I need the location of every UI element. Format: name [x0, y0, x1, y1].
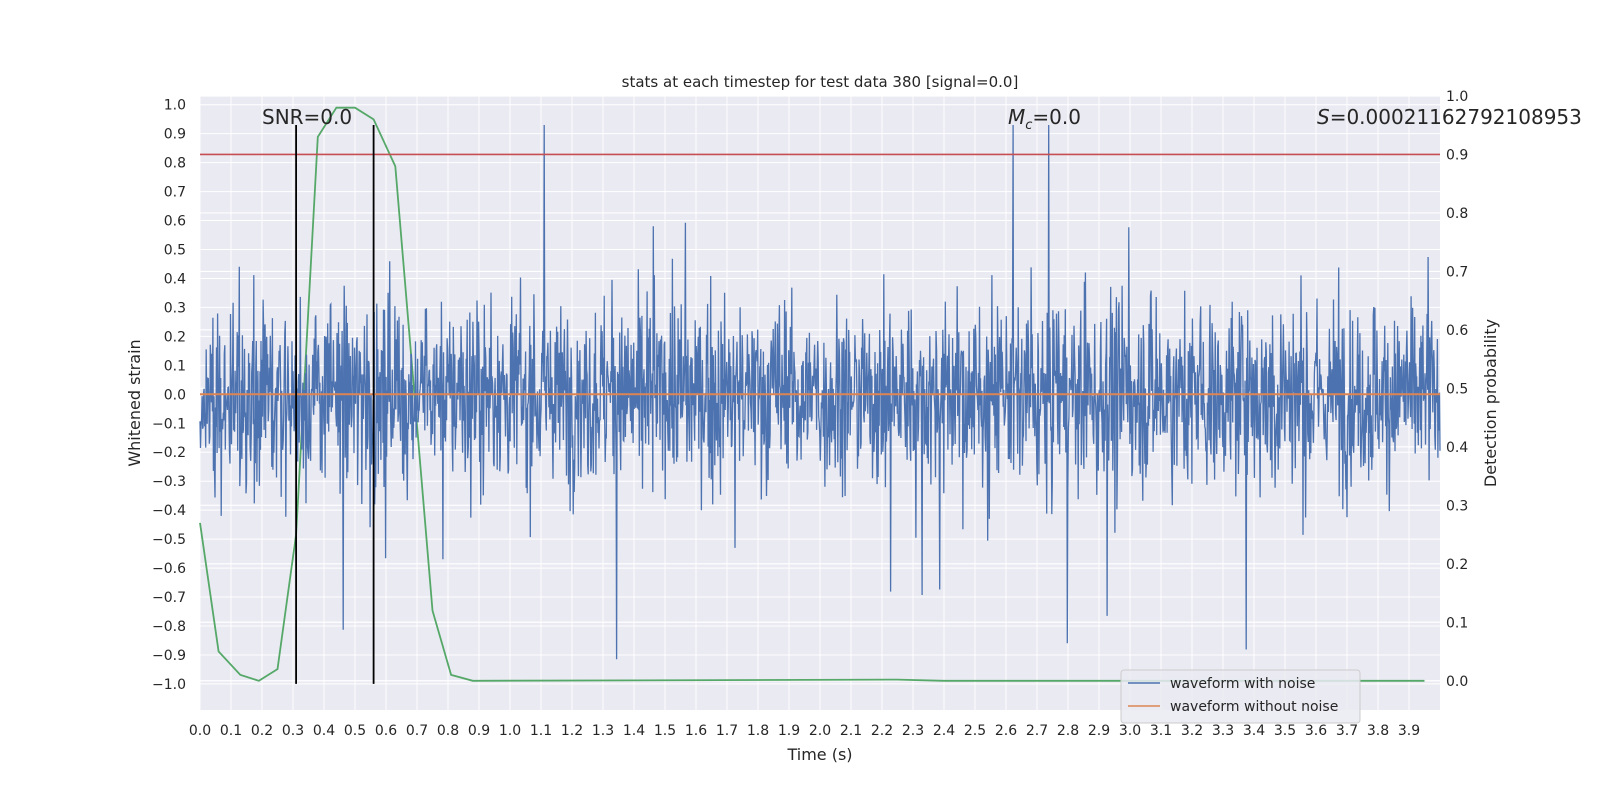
x-tick-label: 0.0	[189, 723, 211, 739]
right-y-tick-label: 0.0	[1446, 674, 1468, 690]
y-tick-label: 0.0	[164, 387, 186, 403]
chirp-mass-symbol: M	[1008, 105, 1025, 129]
right-y-tick-label: 0.2	[1446, 557, 1468, 573]
y-axis-ticks: 1.0 0.9 0.8 0.7 0.6 0.5 0.4 0.3 0.2 0.1 0.0 −0.1 −0.…	[152, 98, 186, 693]
series-detection-probability	[199, 106, 1425, 682]
x-axis-label: Time (s)	[786, 745, 852, 764]
x-tick-label: 1.2	[561, 723, 583, 739]
legend-label-without-noise: waveform without noise	[1170, 699, 1338, 715]
chirp-mass-subscript: c	[1025, 118, 1032, 133]
legend-label-with-noise: waveform with noise	[1170, 676, 1315, 692]
s-annotation: S=0.00021162792108953	[1317, 105, 1582, 129]
x-tick-label: 0.5	[344, 723, 366, 739]
y-tick-label: −0.8	[152, 619, 186, 635]
s-symbol: S	[1317, 105, 1330, 129]
overlay-layer	[200, 124, 1440, 684]
snr-annotation: SNR=0.0	[262, 105, 352, 129]
right-y-tick-label: 1.0	[1446, 89, 1468, 105]
x-tick-label: 0.1	[220, 723, 242, 739]
x-tick-label: 3.2	[1181, 723, 1203, 739]
y-tick-label: 0.7	[164, 185, 186, 201]
y-tick-label: −0.2	[152, 445, 186, 461]
x-tick-label: 2.2	[871, 723, 893, 739]
y-tick-label: −1.0	[152, 677, 186, 693]
x-tick-label: 1.6	[685, 723, 707, 739]
right-y-tick-label: 0.1	[1446, 615, 1468, 631]
y-tick-label: −0.3	[152, 474, 186, 490]
x-tick-label: 2.6	[995, 723, 1017, 739]
y-tick-label: −0.6	[152, 561, 186, 577]
x-tick-label: 1.1	[530, 723, 552, 739]
x-tick-label: 3.7	[1336, 723, 1358, 739]
detection-probability-layer	[199, 106, 1425, 682]
x-tick-label: 1.8	[747, 723, 769, 739]
chirp-mass-annotation: Mc=0.0	[1008, 105, 1081, 133]
x-tick-label: 2.0	[809, 723, 831, 739]
right-y-tick-label: 0.7	[1446, 264, 1468, 280]
y-tick-label: −0.5	[152, 532, 186, 548]
x-tick-label: 0.6	[375, 723, 397, 739]
chirp-mass-value: =0.0	[1032, 105, 1081, 129]
x-tick-label: 3.1	[1150, 723, 1172, 739]
y-tick-label: −0.4	[152, 503, 186, 519]
x-axis-ticks: 0.0 0.1 0.2 0.3 0.4 0.5 0.6 0.7 0.8 0.9 1.0 1.1 1.2 1…	[189, 723, 1420, 739]
right-y-tick-label: 0.8	[1446, 206, 1468, 222]
x-tick-label: 2.3	[902, 723, 924, 739]
y-tick-label: 1.0	[164, 98, 186, 114]
y-tick-label: 0.6	[164, 214, 186, 230]
legend: waveform with noise waveform without noi…	[1120, 669, 1361, 724]
x-tick-label: 0.9	[468, 723, 490, 739]
x-tick-label: 0.4	[313, 723, 335, 739]
s-value: =0.00021162792108953	[1330, 105, 1582, 129]
right-y-tick-label: 0.3	[1446, 498, 1468, 514]
right-y-tick-label: 0.4	[1446, 440, 1468, 456]
y-tick-label: 0.3	[164, 300, 186, 316]
right-y-tick-label: 0.5	[1446, 381, 1468, 397]
x-tick-label: 1.7	[716, 723, 738, 739]
y-tick-label: −0.9	[152, 648, 186, 664]
x-tick-label: 3.4	[1243, 723, 1265, 739]
x-tick-label: 1.3	[592, 723, 614, 739]
x-tick-label: 2.8	[1057, 723, 1079, 739]
waveform-with-noise-layer	[199, 124, 1441, 660]
chart-title: stats at each timestep for test data 380…	[622, 73, 1019, 91]
x-tick-label: 3.5	[1274, 723, 1296, 739]
y-tick-label: −0.7	[152, 590, 186, 606]
x-tick-label: 2.5	[964, 723, 986, 739]
y-tick-label: −0.1	[152, 416, 186, 432]
right-y-tick-label: 0.9	[1446, 147, 1468, 163]
right-y-tick-label: 0.6	[1446, 323, 1468, 339]
y-axis-label: Whitened strain	[125, 339, 144, 466]
x-tick-label: 0.8	[437, 723, 459, 739]
x-tick-label: 1.9	[778, 723, 800, 739]
x-tick-label: 0.2	[251, 723, 273, 739]
y-tick-label: 0.9	[164, 127, 186, 143]
right-y-axis-label: Detection probability	[1481, 319, 1500, 487]
x-tick-label: 0.3	[282, 723, 304, 739]
legend-box	[1120, 669, 1361, 724]
x-tick-label: 2.7	[1026, 723, 1048, 739]
y-tick-label: 0.8	[164, 156, 186, 172]
x-tick-label: 2.4	[933, 723, 955, 739]
x-tick-label: 1.0	[499, 723, 521, 739]
series-waveform-with-noise	[199, 124, 1441, 660]
x-tick-label: 2.1	[840, 723, 862, 739]
y-tick-label: 0.2	[164, 329, 186, 345]
x-tick-label: 3.0	[1119, 723, 1141, 739]
x-tick-label: 0.7	[406, 723, 428, 739]
x-tick-label: 1.5	[654, 723, 676, 739]
y-tick-label: 0.4	[164, 271, 186, 287]
right-y-axis-ticks: 1.0 0.9 0.8 0.7 0.6 0.5 0.4 0.3 0.2 0.1 0.0	[1446, 89, 1468, 690]
x-tick-label: 1.4	[623, 723, 645, 739]
y-tick-label: 0.5	[164, 243, 186, 259]
x-tick-label: 3.8	[1367, 723, 1389, 739]
x-tick-label: 3.3	[1212, 723, 1234, 739]
x-tick-label: 3.6	[1305, 723, 1327, 739]
y-tick-label: 0.1	[164, 358, 186, 374]
x-tick-label: 3.9	[1398, 723, 1420, 739]
x-tick-label: 2.9	[1088, 723, 1110, 739]
